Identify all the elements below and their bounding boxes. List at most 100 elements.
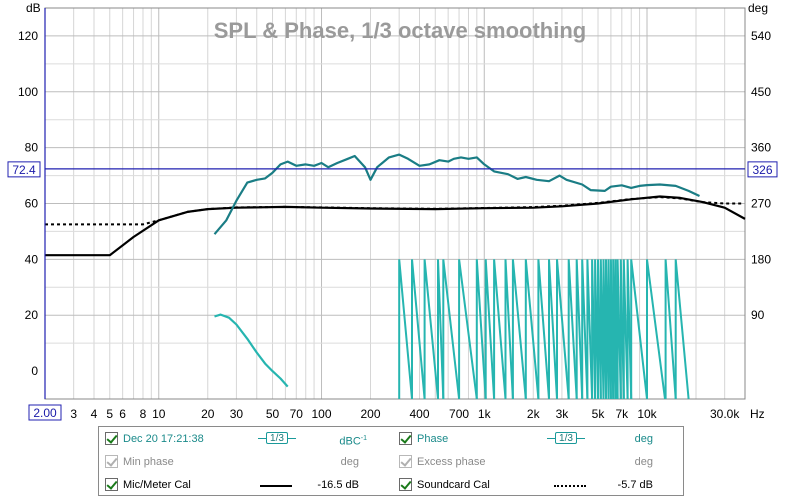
x-tick-label: 6 [119,407,126,421]
cursor[interactable]: 72.4 326 2.00 [7,8,778,421]
series-line [45,196,742,226]
axes: 0 20 40 60 80 100 120 90 180 270 360 450 540 3 4 5 6 8 10 2… [18,29,771,421]
smoothing-badge-phase[interactable]: 1/3 [547,432,587,446]
phase-wrap-segment [458,259,478,400]
legend-label-min-phase: Min phase [123,456,174,468]
x-tick-label: 7k [615,407,629,421]
x-tick-label: 10 [152,407,166,421]
legend-row-excess-phase: Excess phase deg [399,453,659,471]
x-tick-label: 8 [140,407,147,421]
right-tick-label: 270 [751,197,771,211]
left-tick-label: 60 [25,197,39,211]
legend-value-mic-cal: -16.5 dB [317,479,359,491]
legend-row-measurement: Dec 20 17:21:38 1/3 dBC-1 [105,430,367,448]
smoothing-badge-measurement[interactable]: 1/3 [258,432,298,446]
svg-text:326: 326 [752,163,772,177]
checkbox-soundcard-cal[interactable] [399,478,412,491]
phase-wrap-segment [575,259,584,400]
series-layer [45,153,746,400]
phase-wrap-segment [511,259,527,400]
legend-unit-measurement: dBC-1 [339,435,367,448]
left-tick-label: 40 [25,252,39,266]
right-tick-label: 540 [751,29,771,43]
legend-row-phase: Phase 1/3 deg [399,430,659,448]
phase-wrap-segment [411,259,426,400]
cursor-db-label: 72.4 [7,161,41,178]
phase-wrap-segment [442,259,461,400]
x-tick-label: 3k [556,407,570,421]
legend-panel: Dec 20 17:21:38 1/3 dBC-1 Phase 1/3 deg … [98,426,684,496]
right-tick-label: 90 [751,308,765,322]
legend-value-soundcard-cal: -5.7 dB [617,479,653,491]
x-tick-label: 20 [201,407,215,421]
series-line [213,153,700,235]
phase-wrap-segment [398,259,413,400]
legend-unit-min-phase: deg [340,456,359,468]
x-tick-label: 50 [266,407,280,421]
legend-line-soundcard-cal [554,485,586,487]
phase-wrap-segment [646,259,666,400]
legend-label-mic-cal: Mic/Meter Cal [123,479,191,491]
phase-wrap-segment [537,259,550,400]
checkbox-excess-phase[interactable] [399,455,412,468]
x-tick-label: 5 [106,407,113,421]
checkbox-mic-cal[interactable] [105,478,118,491]
right-tick-label: 360 [751,141,771,155]
phase-wrap-segment [484,259,496,400]
phase-wrap-group [398,259,690,400]
legend-label-soundcard-cal: Soundcard Cal [417,479,490,491]
phase-wrap-segment [581,259,589,400]
phase-wrap-segment [556,259,570,400]
right-tick-label: 180 [751,252,771,266]
left-axis-unit: dB [26,1,41,15]
left-tick-label: 20 [25,308,39,322]
checkbox-phase[interactable] [399,432,412,445]
phase-wrap-segment [524,259,540,400]
legend-label-phase: Phase [417,433,449,445]
x-axis-unit: Hz [750,407,765,421]
phase-wrap-segment [504,259,514,400]
left-tick-label: 120 [18,29,38,43]
x-tick-label: 4 [91,407,98,421]
legend-row-min-phase: Min phase deg [105,453,365,471]
cursor-freq-label: 2.00 [28,404,62,421]
left-tick-label: 0 [31,364,38,378]
legend-line-mic-cal [260,485,292,487]
legend-unit-phase: deg [634,433,653,445]
right-axis-unit: deg [748,1,768,15]
checkbox-min-phase[interactable] [105,455,118,468]
x-tick-label: 200 [360,407,380,421]
legend-label-measurement: Dec 20 17:21:38 [123,433,204,445]
left-tick-label: 80 [25,141,39,155]
x-tick-label: 10k [637,407,657,421]
legend-row-mic-cal: Mic/Meter Cal -16.5 dB [105,476,365,494]
legend-label-excess-phase: Excess phase [417,456,486,468]
chart-area[interactable]: SPL & Phase, 1/3 octave smoothing 72.4 32… [0,0,800,425]
phase-wrap-segment [622,259,629,400]
x-tick-label: 700 [449,407,469,421]
phase-wrap-segment [493,259,507,400]
x-tick-label: 5k [592,407,606,421]
checkbox-measurement[interactable] [105,432,118,445]
phase-wrap-segment [664,259,677,400]
phase-wrap-segment [616,259,622,400]
legend-row-soundcard-cal: Soundcard Cal -5.7 dB [399,476,659,494]
phase-wrap-segment [548,259,558,400]
x-tick-label: 30 [230,407,244,421]
x-tick-label: 30.0k [710,407,740,421]
phase-wrap-segment [626,259,633,400]
phase-wrap-segment [567,259,578,400]
x-tick-label: 2k [527,407,541,421]
right-tick-label: 450 [751,85,771,99]
svg-text:72.4: 72.4 [12,163,36,177]
cursor-deg-label: 326 [747,161,778,178]
left-tick-label: 100 [18,85,38,99]
phase-wrap-segment [586,259,594,400]
x-tick-label: 400 [409,407,429,421]
x-tick-label: 100 [311,407,331,421]
x-tick-label: 1k [478,407,492,421]
phase-wrap-segment [630,259,648,400]
chart-title: SPL & Phase, 1/3 octave smoothing [214,18,587,43]
phase-wrap-segment [475,259,487,400]
phase-wrap-segment [674,259,690,400]
